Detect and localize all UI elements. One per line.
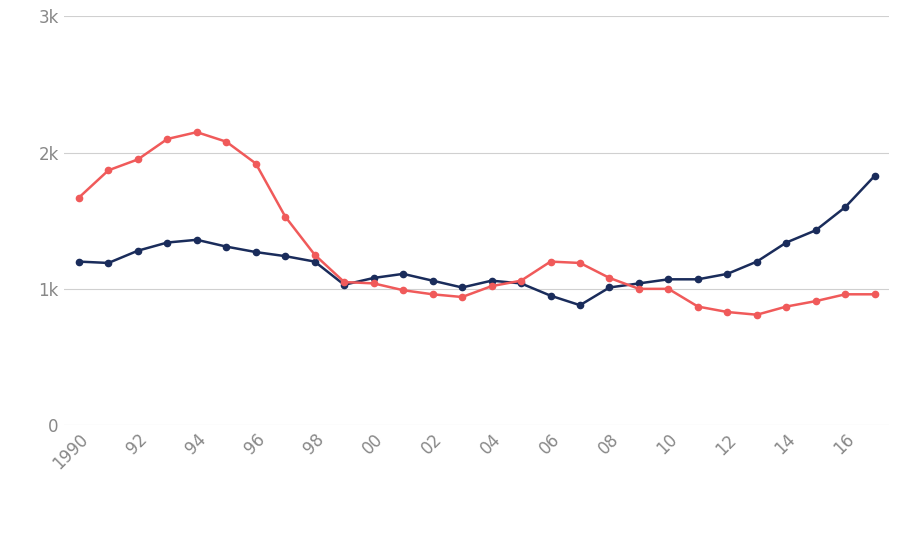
Suicide <box>280 253 291 259</box>
Suicide <box>398 271 409 277</box>
Suicide <box>692 276 703 282</box>
Homicide <box>368 280 379 287</box>
Suicide <box>840 204 851 210</box>
Suicide <box>162 239 173 246</box>
Homicide <box>869 291 880 298</box>
Homicide <box>398 287 409 293</box>
Suicide <box>604 284 615 291</box>
Homicide <box>811 298 822 304</box>
Homicide <box>515 277 526 284</box>
Suicide <box>338 282 349 288</box>
Suicide <box>545 292 556 299</box>
Homicide <box>162 136 173 142</box>
Suicide <box>751 258 762 265</box>
Suicide <box>192 237 203 243</box>
Homicide <box>634 286 645 292</box>
Homicide <box>575 260 586 267</box>
Homicide <box>457 294 468 300</box>
Suicide <box>132 247 143 254</box>
Suicide <box>575 302 586 308</box>
Suicide <box>486 277 497 284</box>
Suicide <box>869 172 880 179</box>
Homicide <box>309 252 320 258</box>
Suicide <box>103 260 114 267</box>
Suicide <box>515 280 526 287</box>
Homicide <box>221 138 232 145</box>
Suicide <box>780 239 791 246</box>
Homicide <box>132 156 143 163</box>
Homicide <box>338 279 349 286</box>
Suicide <box>368 275 379 281</box>
Line: Homicide: Homicide <box>76 129 878 318</box>
Suicide <box>73 258 84 265</box>
Suicide <box>250 249 261 255</box>
Homicide <box>486 283 497 289</box>
Homicide <box>250 160 261 167</box>
Homicide <box>192 129 203 136</box>
Suicide <box>663 276 674 282</box>
Suicide <box>811 227 822 234</box>
Suicide <box>457 284 468 291</box>
Homicide <box>722 308 733 315</box>
Homicide <box>780 303 791 310</box>
Suicide <box>309 258 320 265</box>
Homicide <box>604 275 615 281</box>
Homicide <box>751 312 762 318</box>
Line: Suicide: Suicide <box>76 173 878 308</box>
Suicide <box>427 277 438 284</box>
Suicide <box>221 243 232 250</box>
Homicide <box>840 291 851 298</box>
Homicide <box>692 303 703 310</box>
Homicide <box>545 258 556 265</box>
Homicide <box>427 291 438 298</box>
Homicide <box>663 286 674 292</box>
Suicide <box>634 280 645 287</box>
Homicide <box>280 214 291 220</box>
Suicide <box>722 271 733 277</box>
Homicide <box>103 167 114 174</box>
Homicide <box>73 195 84 201</box>
